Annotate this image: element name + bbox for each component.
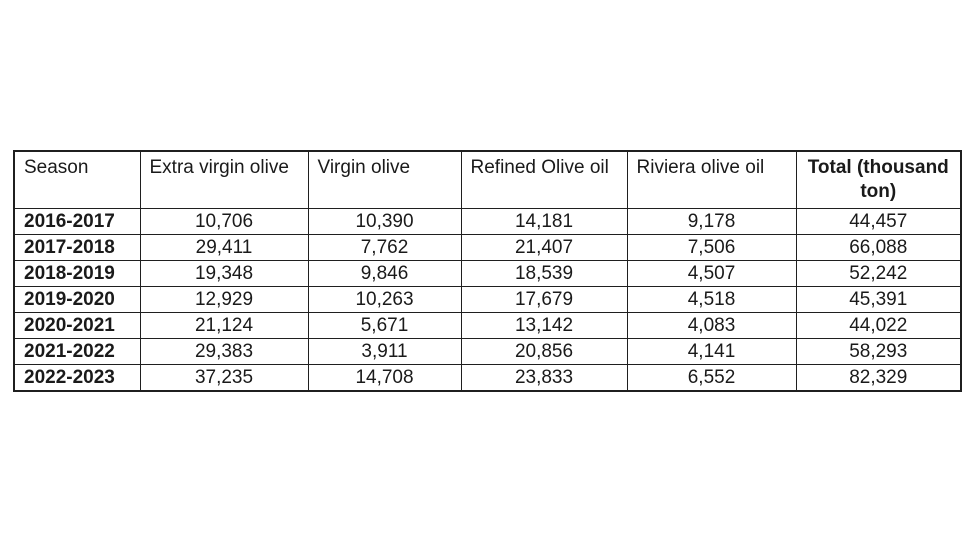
value-cell: 82,329 [795,364,962,392]
value-cell: 13,142 [460,312,628,339]
value-cell: 3,911 [307,338,462,365]
table-body: 2016-2017 10,706 10,390 14,181 9,178 44,… [13,208,962,392]
value-cell: 52,242 [795,260,962,287]
value-cell: 45,391 [795,286,962,313]
value-cell: 29,383 [139,338,309,365]
season-cell: 2018-2019 [13,260,141,287]
value-cell: 7,762 [307,234,462,261]
value-cell: 7,506 [626,234,797,261]
table-header: Season Extra virgin olive Virgin olive R… [13,150,962,209]
column-header-riviera: Riviera olive oil [626,150,797,209]
olive-oil-production-table: Season Extra virgin olive Virgin olive R… [13,150,962,392]
season-cell: 2020-2021 [13,312,141,339]
table-row: 2022-2023 37,235 14,708 23,833 6,552 82,… [13,364,962,392]
table-row: 2017-2018 29,411 7,762 21,407 7,506 66,0… [13,234,962,261]
column-header-season: Season [13,150,141,209]
value-cell: 9,178 [626,208,797,235]
value-cell: 10,390 [307,208,462,235]
season-cell: 2017-2018 [13,234,141,261]
season-cell: 2019-2020 [13,286,141,313]
value-cell: 18,539 [460,260,628,287]
season-cell: 2022-2023 [13,364,141,392]
value-cell: 44,457 [795,208,962,235]
value-cell: 14,708 [307,364,462,392]
value-cell: 12,929 [139,286,309,313]
table-row: 2021-2022 29,383 3,911 20,856 4,141 58,2… [13,338,962,365]
column-header-refined: Refined Olive oil [460,150,628,209]
value-cell: 21,124 [139,312,309,339]
value-cell: 4,507 [626,260,797,287]
value-cell: 10,263 [307,286,462,313]
value-cell: 9,846 [307,260,462,287]
value-cell: 6,552 [626,364,797,392]
value-cell: 4,141 [626,338,797,365]
table-row: 2019-2020 12,929 10,263 17,679 4,518 45,… [13,286,962,313]
value-cell: 14,181 [460,208,628,235]
value-cell: 29,411 [139,234,309,261]
header-row: Season Extra virgin olive Virgin olive R… [13,150,962,209]
value-cell: 17,679 [460,286,628,313]
value-cell: 20,856 [460,338,628,365]
value-cell: 19,348 [139,260,309,287]
value-cell: 66,088 [795,234,962,261]
table-row: 2018-2019 19,348 9,846 18,539 4,507 52,2… [13,260,962,287]
value-cell: 37,235 [139,364,309,392]
column-header-virgin: Virgin olive [307,150,462,209]
table-row: 2020-2021 21,124 5,671 13,142 4,083 44,0… [13,312,962,339]
value-cell: 4,083 [626,312,797,339]
value-cell: 58,293 [795,338,962,365]
value-cell: 44,022 [795,312,962,339]
column-header-extra-virgin: Extra virgin olive [139,150,309,209]
column-header-total: Total (thousand ton) [795,150,962,209]
table-row: 2016-2017 10,706 10,390 14,181 9,178 44,… [13,208,962,235]
value-cell: 4,518 [626,286,797,313]
olive-oil-table-container: Season Extra virgin olive Virgin olive R… [13,150,962,392]
value-cell: 5,671 [307,312,462,339]
value-cell: 10,706 [139,208,309,235]
season-cell: 2021-2022 [13,338,141,365]
season-cell: 2016-2017 [13,208,141,235]
value-cell: 23,833 [460,364,628,392]
value-cell: 21,407 [460,234,628,261]
